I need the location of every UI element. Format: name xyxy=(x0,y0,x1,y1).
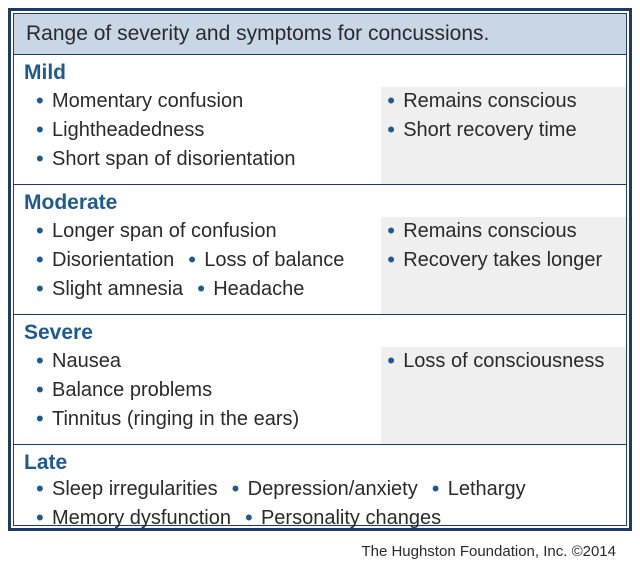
section-title: Mild xyxy=(14,55,626,87)
list-item: Disorientation xyxy=(36,246,174,275)
symptom-list: NauseaBalance problemsTinnitus (ringing … xyxy=(36,347,371,434)
outcome-list: Remains consciousRecovery takes longer xyxy=(387,217,616,275)
symptoms-column: Longer span of confusionDisorientation Lo… xyxy=(14,217,381,314)
outcome-list: Remains consciousShort recovery time xyxy=(387,87,616,145)
section-title: Severe xyxy=(14,315,626,347)
section-title-text: Mild xyxy=(24,61,66,84)
columns: Momentary confusionLightheadednessShort … xyxy=(14,87,626,184)
sections-container: MildMomentary confusionLightheadednessSh… xyxy=(14,55,626,541)
inner-frame: Range of severity and symptoms for concu… xyxy=(13,13,627,526)
section-title: Late xyxy=(14,445,626,475)
list-item: Loss of balance xyxy=(188,246,344,275)
columns: Longer span of confusionDisorientation Lo… xyxy=(14,217,626,314)
list-item: Short recovery time xyxy=(387,116,616,145)
footer-text: The Hughston Foundation, Inc. ©2014 xyxy=(361,543,616,560)
symptoms-column: NauseaBalance problemsTinnitus (ringing … xyxy=(14,347,381,444)
section-inner: Severe NauseaBalance problemsTinnitus (ri… xyxy=(14,315,626,444)
section-title-text: Late xyxy=(24,451,67,474)
outcome-column: Remains consciousShort recovery time xyxy=(381,87,626,184)
section-moderate: Moderate Longer span of confusionDisorien… xyxy=(14,185,626,315)
outcome-list: Loss of consciousness xyxy=(387,347,616,376)
section-inner: MildMomentary confusionLightheadednessSh… xyxy=(14,55,626,184)
columns: NauseaBalance problemsTinnitus (ringing … xyxy=(14,347,626,444)
list-item: Longer span of confusion xyxy=(36,217,371,246)
symptom-list: Sleep irregularities Depression/anxiety Le… xyxy=(36,475,616,533)
list-item: Remains conscious xyxy=(387,217,616,246)
list-item: Depression/anxiety xyxy=(232,475,418,504)
list-item: Slight amnesia xyxy=(36,275,183,304)
section-mild: MildMomentary confusionLightheadednessSh… xyxy=(14,55,626,185)
list-item: Sleep irregularities xyxy=(36,475,218,504)
list-item: Personality changes xyxy=(245,504,441,533)
list-item: Headache xyxy=(197,275,304,304)
symptom-list: Momentary confusionLightheadednessShort … xyxy=(36,87,371,174)
list-item: Momentary confusion xyxy=(36,87,371,116)
list-item: Short span of disorientation xyxy=(36,145,371,174)
list-item: Loss of consciousness xyxy=(387,347,616,376)
list-item: Lethargy xyxy=(432,475,526,504)
section-title: Moderate xyxy=(14,185,626,217)
section-title-text: Moderate xyxy=(24,191,117,214)
section-severe: Severe NauseaBalance problemsTinnitus (ri… xyxy=(14,315,626,445)
list-item: Recovery takes longer xyxy=(387,246,616,275)
section-title-text: Severe xyxy=(24,321,93,344)
section-inner: Moderate Longer span of confusionDisorien… xyxy=(14,185,626,314)
table-header: Range of severity and symptoms for concu… xyxy=(14,14,626,55)
list-item: Nausea xyxy=(36,347,371,376)
header-text: Range of severity and symptoms for concu… xyxy=(26,22,489,45)
outer-frame: Range of severity and symptoms for concu… xyxy=(8,8,632,531)
list-item: Tinnitus (ringing in the ears) xyxy=(36,405,299,434)
section-inner: LateSleep irregularities Depression/anxie… xyxy=(14,445,626,541)
outcome-column: Remains consciousRecovery takes longer xyxy=(381,217,626,314)
symptom-list: Longer span of confusionDisorientation Lo… xyxy=(36,217,371,304)
outcome-column: Loss of consciousness xyxy=(381,347,626,444)
list-item: Remains conscious xyxy=(387,87,616,116)
symptoms-column-full: Sleep irregularities Depression/anxiety Le… xyxy=(14,475,626,541)
section-late: LateSleep irregularities Depression/anxie… xyxy=(14,445,626,541)
footer: The Hughston Foundation, Inc. ©2014 xyxy=(14,541,626,564)
list-item: Memory dysfunction xyxy=(36,504,231,533)
list-item: Balance problems xyxy=(36,376,212,405)
list-item: Lightheadedness xyxy=(36,116,371,145)
symptoms-column: Momentary confusionLightheadednessShort … xyxy=(14,87,381,184)
